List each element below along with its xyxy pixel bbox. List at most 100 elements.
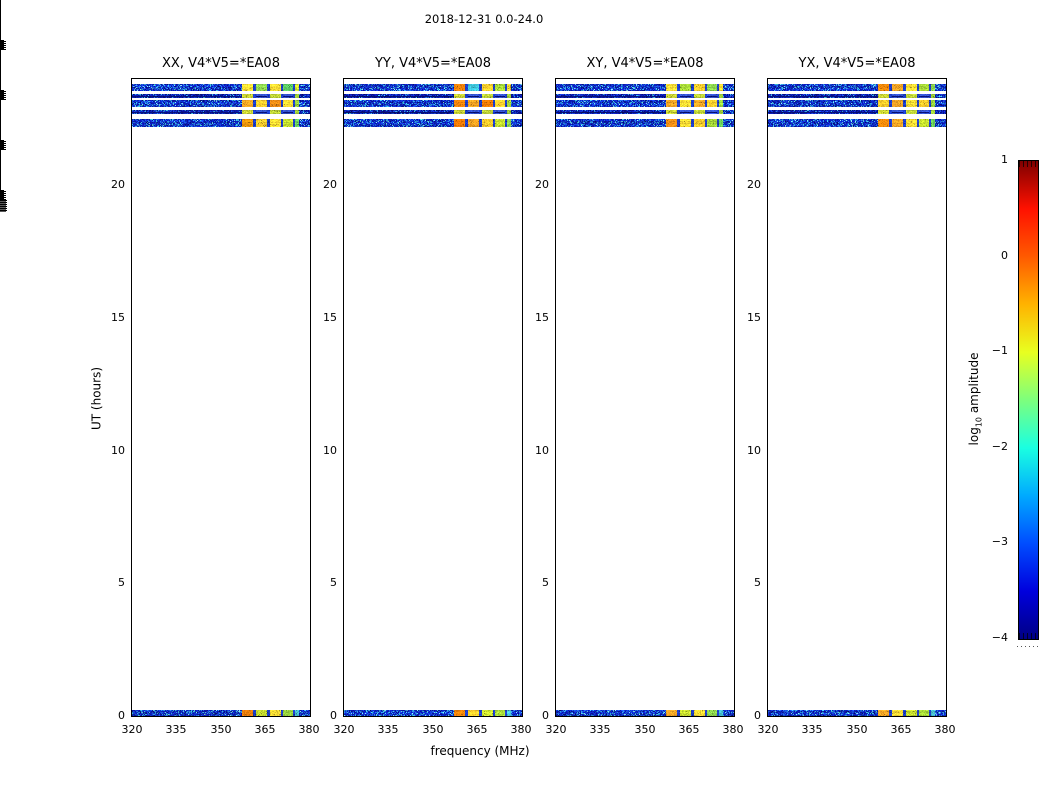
x-tick-label: 320 (333, 723, 355, 736)
y-tick-right (0, 199, 6, 200)
y-tick-label: 20 (747, 178, 761, 191)
x-tick-bottom (0, 158, 1, 162)
colorbar-tick-inner (0, 209, 6, 210)
x-tick-bottom (0, 182, 1, 186)
colorbar-tick-label: −4 (991, 631, 1008, 644)
x-tick-bottom (0, 124, 1, 128)
x-tick-label: 365 (678, 723, 700, 736)
x-tick-top (0, 28, 1, 32)
colorbar-tick-label: 0 (1001, 249, 1008, 262)
x-tick-label: 380 (722, 723, 744, 736)
y-tick-right (0, 49, 6, 50)
x-tick-top (0, 112, 1, 116)
figure-title: 2018-12-31 0.0-24.0 (424, 12, 544, 26)
panel-title: YX, V4*V5=*EA08 (798, 56, 916, 71)
y-tick-left (0, 40, 4, 41)
y-tick-right (0, 149, 6, 150)
x-tick-bottom (0, 24, 1, 28)
y-tick-label: 0 (330, 709, 337, 722)
x-axis-label: frequency (MHz) (430, 744, 530, 758)
heatmap-canvas (344, 79, 522, 716)
colorbar-tick-outer (0, 204, 7, 205)
x-tick-label: 335 (165, 723, 187, 736)
x-tick-top (0, 4, 1, 8)
x-tick-top (0, 136, 1, 140)
x-tick-label: 320 (545, 723, 567, 736)
x-tick-label: 365 (890, 723, 912, 736)
x-tick-label: 350 (634, 723, 656, 736)
colorbar-tick-inner (0, 201, 6, 202)
y-tick-left (0, 98, 4, 99)
y-tick-label: 20 (111, 178, 125, 191)
y-tick-right (0, 143, 6, 144)
y-tick-label: 15 (111, 311, 125, 324)
x-tick-bottom (0, 166, 1, 170)
x-tick-top (0, 186, 1, 190)
y-tick-label: 10 (111, 444, 125, 457)
y-tick-right (0, 97, 6, 98)
y-tick-label: 20 (535, 178, 549, 191)
colorbar-tick-inner (0, 205, 6, 206)
x-tick-label: 380 (510, 723, 532, 736)
x-tick-label: 365 (466, 723, 488, 736)
y-tick-label: 10 (535, 444, 549, 457)
x-tick-label: 365 (254, 723, 276, 736)
x-tick-top (0, 162, 1, 166)
y-tick-label: 5 (118, 576, 125, 589)
y-tick-right (0, 193, 6, 194)
x-tick-top (0, 62, 1, 66)
x-tick-bottom (0, 132, 1, 136)
colorbar-tick-label: −1 (991, 344, 1008, 357)
x-tick-top (0, 120, 1, 124)
y-tick-label: 15 (535, 311, 549, 324)
y-tick-label: 10 (323, 444, 337, 457)
colorbar-tick-outer (0, 206, 7, 207)
x-tick-label: 320 (757, 723, 779, 736)
y-tick-right (0, 43, 6, 44)
y-tick-left (0, 44, 4, 45)
colorbar-tick-inner (0, 203, 6, 204)
x-tick-top (0, 54, 1, 58)
colorbar-tick-inner (0, 207, 6, 208)
y-tick-label: 0 (542, 709, 549, 722)
y-tick-right (0, 197, 6, 198)
colorbar-tick-outer (0, 210, 7, 211)
y-tick-label: 5 (330, 576, 337, 589)
y-tick-right (0, 45, 6, 46)
x-tick-top (0, 154, 1, 158)
y-tick-right (0, 91, 6, 92)
x-tick-top (0, 104, 1, 108)
y-tick-right (0, 47, 6, 48)
y-tick-label: 15 (323, 311, 337, 324)
x-tick-top (0, 20, 1, 24)
y-tick-label: 0 (118, 709, 125, 722)
colorbar-tick-outer (0, 200, 7, 201)
x-tick-label: 350 (422, 723, 444, 736)
colorbar-tick-outer (0, 208, 7, 209)
y-tick-left (0, 94, 4, 95)
x-tick-label: 335 (377, 723, 399, 736)
x-tick-bottom (0, 32, 1, 36)
x-tick-top (0, 12, 1, 16)
x-tick-top (0, 78, 1, 82)
x-tick-label: 380 (934, 723, 956, 736)
x-tick-label: 350 (846, 723, 868, 736)
x-tick-top (0, 86, 1, 90)
y-tick-label: 0 (754, 709, 761, 722)
x-tick-bottom (0, 50, 1, 54)
y-tick-left (0, 196, 4, 197)
y-tick-right (0, 195, 6, 196)
x-tick-label: 335 (801, 723, 823, 736)
x-tick-bottom (0, 150, 1, 154)
y-tick-right (0, 41, 6, 42)
x-tick-bottom (0, 0, 1, 4)
y-axis-label: UT (hours) (89, 366, 104, 431)
y-tick-left (0, 194, 4, 195)
x-tick-bottom (0, 82, 1, 86)
colorbar-underflow-dots (1017, 646, 1040, 647)
x-tick-bottom (0, 116, 1, 120)
y-tick-right (0, 191, 6, 192)
y-tick-right (0, 147, 6, 148)
colorbar-tick-label: 1 (1001, 153, 1008, 166)
y-tick-left (0, 198, 4, 199)
